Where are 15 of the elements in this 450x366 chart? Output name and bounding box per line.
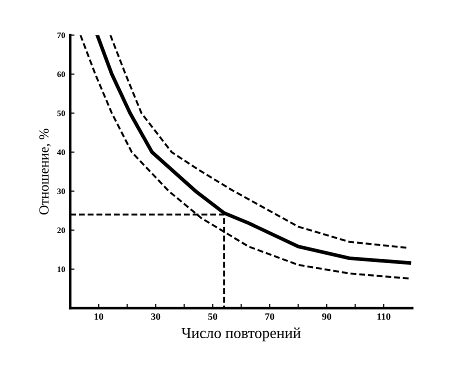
y-tick-label: 30 bbox=[57, 188, 66, 194]
x-tick-label: 90 bbox=[322, 313, 332, 320]
x-tick-label: 30 bbox=[151, 313, 160, 320]
x-tick-label: 50 bbox=[208, 313, 218, 320]
y-axis-title: Отношение, % bbox=[39, 128, 51, 215]
y-tick-label: 50 bbox=[57, 110, 66, 116]
x-tick-label: 10 bbox=[94, 313, 104, 320]
y-tick-label: 70 bbox=[57, 32, 66, 38]
y-tick-label: 60 bbox=[57, 71, 66, 78]
y-tick-label: 40 bbox=[57, 150, 66, 156]
x-tick-label: 110 bbox=[377, 313, 390, 320]
x-tick-label: 70 bbox=[265, 313, 274, 320]
y-tick-label: 10 bbox=[58, 266, 66, 272]
y-tick-label: 20 bbox=[57, 228, 66, 234]
x-axis-title: Число повторений bbox=[182, 328, 301, 342]
